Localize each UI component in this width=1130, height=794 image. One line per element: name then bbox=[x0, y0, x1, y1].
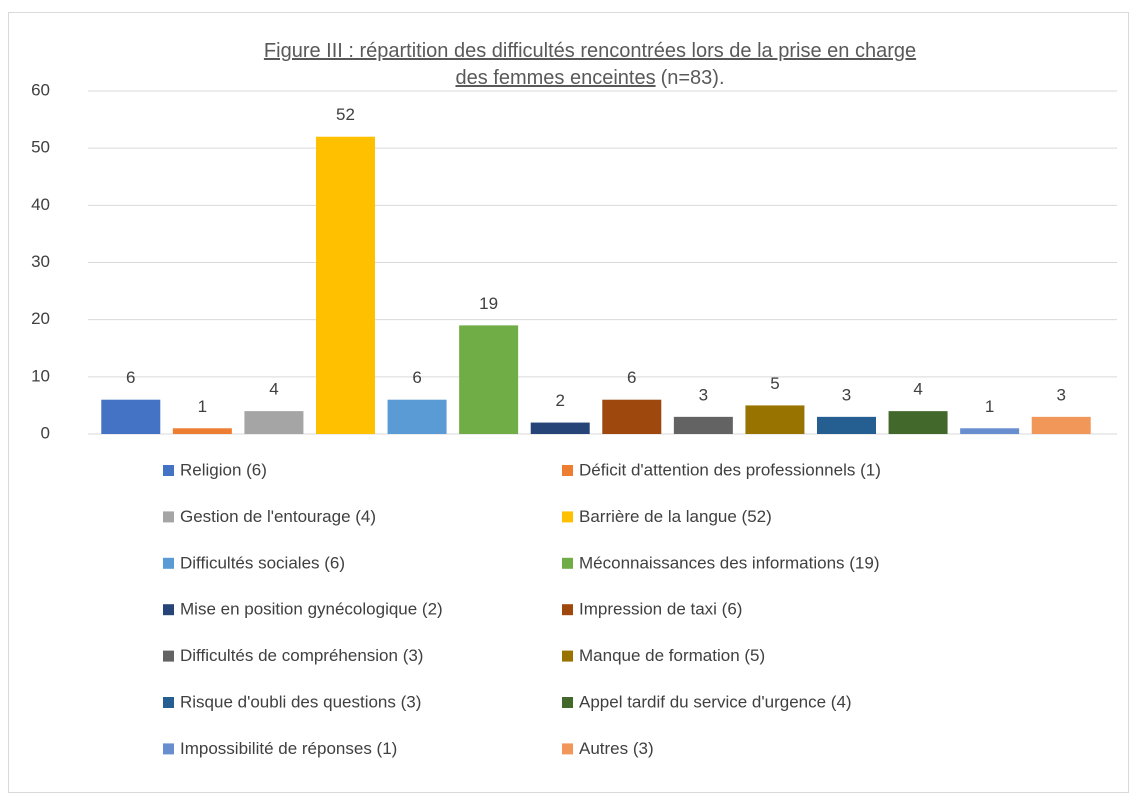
bar bbox=[530, 422, 590, 434]
chart-title-line: des femmes enceintes (n=83). bbox=[455, 67, 724, 89]
data-label: 5 bbox=[770, 374, 779, 393]
data-label: 6 bbox=[126, 368, 135, 387]
legend-label: Mise en position gynécologique (2) bbox=[180, 600, 443, 619]
bar bbox=[459, 325, 519, 434]
plot: 0 10 20 30 40 50 60 6 1 4 52 6 19 2 6 3 5 3 4 1 3 bbox=[31, 80, 1117, 442]
title-part: Figure III : répartition des difficultés… bbox=[264, 40, 916, 62]
data-label: 19 bbox=[479, 294, 498, 313]
data-label: 3 bbox=[699, 385, 708, 404]
data-label: 4 bbox=[913, 380, 922, 399]
legend: Religion (6) Déficit d'attention des prof… bbox=[163, 460, 881, 758]
y-tick-label: 40 bbox=[31, 195, 50, 214]
bar bbox=[888, 411, 948, 434]
legend-label: Risque d'oubli des questions (3) bbox=[180, 692, 421, 711]
legend-label: Impression de taxi (6) bbox=[579, 600, 742, 619]
bar bbox=[172, 428, 232, 434]
bar bbox=[817, 416, 876, 434]
chart-subtitle: (n=83). bbox=[661, 67, 725, 89]
y-tick-label: 20 bbox=[31, 309, 50, 328]
bar bbox=[316, 136, 375, 434]
legend-swatch bbox=[163, 465, 174, 476]
legend-swatch bbox=[163, 604, 174, 616]
legend-label: Religion (6) bbox=[180, 460, 267, 479]
legend-label: Difficultés sociales (6) bbox=[180, 553, 345, 572]
title-part: des femmes enceintes bbox=[455, 67, 655, 89]
legend-swatch bbox=[562, 697, 573, 708]
legend-label: Appel tardif du service d'urgence (4) bbox=[579, 692, 852, 711]
chart-title: Figure III : répartition des difficultés… bbox=[264, 40, 916, 62]
data-label: 2 bbox=[555, 391, 564, 410]
data-label: 3 bbox=[1056, 385, 1065, 404]
y-tick-label: 50 bbox=[31, 138, 50, 157]
bar bbox=[602, 399, 662, 434]
legend-label: Déficit d'attention des professionnels (… bbox=[579, 460, 881, 479]
legend-swatch bbox=[562, 743, 573, 755]
legend-swatch bbox=[163, 650, 174, 662]
legend-label: Autres (3) bbox=[579, 739, 654, 758]
data-label: 4 bbox=[269, 380, 278, 399]
data-label: 1 bbox=[985, 397, 994, 416]
legend-swatch bbox=[562, 604, 573, 616]
legend-label: Impossibilité de réponses (1) bbox=[180, 739, 397, 758]
legend-swatch bbox=[163, 743, 174, 755]
bar bbox=[244, 411, 304, 434]
legend-swatch bbox=[163, 511, 174, 523]
legend-swatch bbox=[163, 557, 174, 569]
chart-border bbox=[8, 12, 1129, 793]
y-tick-label: 30 bbox=[31, 252, 50, 271]
legend-label: Gestion de l'entourage (4) bbox=[180, 507, 376, 526]
bar bbox=[960, 428, 1020, 434]
data-label: 1 bbox=[198, 397, 207, 416]
legend-swatch bbox=[163, 697, 174, 708]
y-tick-label: 0 bbox=[41, 423, 50, 442]
legend-label: Difficultés de compréhension (3) bbox=[180, 646, 423, 665]
bar bbox=[387, 399, 447, 434]
data-label: 52 bbox=[336, 105, 355, 124]
data-label: 3 bbox=[842, 385, 851, 404]
legend-label: Barrière de la langue (52) bbox=[579, 507, 772, 526]
bar bbox=[745, 405, 805, 434]
legend-label: Manque de formation (5) bbox=[579, 646, 765, 665]
legend-label: Méconnaissances des informations (19) bbox=[579, 553, 879, 572]
bar bbox=[101, 399, 161, 434]
data-label: 6 bbox=[412, 368, 421, 387]
bar bbox=[1031, 416, 1091, 434]
legend-swatch bbox=[562, 465, 573, 476]
bar bbox=[673, 416, 733, 434]
legend-swatch bbox=[562, 557, 573, 569]
legend-swatch bbox=[562, 511, 573, 523]
y-tick-label: 10 bbox=[31, 366, 50, 385]
legend-swatch bbox=[562, 650, 573, 662]
y-tick-label: 60 bbox=[31, 80, 50, 99]
data-label: 6 bbox=[627, 368, 636, 387]
